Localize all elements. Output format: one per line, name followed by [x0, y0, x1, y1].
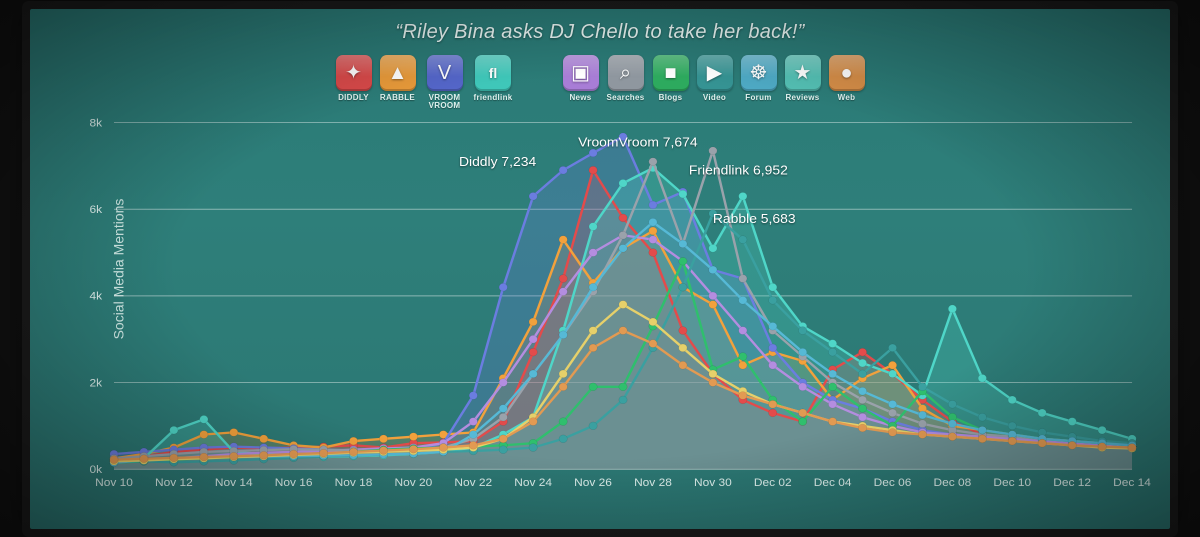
legend-item-blogs[interactable]: ■ Blogs: [653, 55, 689, 111]
legend-label: Video: [703, 94, 726, 102]
x-tick-label: Nov 18: [335, 477, 373, 489]
peak-label: Rabble 5,683: [713, 211, 796, 226]
legend-label: News: [569, 94, 591, 102]
legend-icon: ▲: [380, 55, 416, 91]
legend-label: friendlink: [474, 94, 513, 102]
legend-icon: ▶: [697, 55, 733, 91]
legend-label: DIDDLY: [338, 94, 369, 102]
legend-icon: ✦: [336, 55, 372, 91]
x-tick-label: Nov 26: [574, 477, 612, 489]
legend-item-forum[interactable]: ☸ Forum: [741, 55, 777, 111]
x-tick-label: Nov 12: [155, 477, 193, 489]
legend-label: RABBLE: [380, 94, 415, 102]
x-tick-label: Nov 22: [454, 477, 492, 489]
x-tick-label: Nov 14: [215, 477, 253, 489]
x-tick-label: Dec 02: [754, 477, 792, 489]
x-tick-label: Nov 24: [514, 477, 552, 489]
chart-area: 0k2k4k6k8kNov 10Nov 12Nov 14Nov 16Nov 18…: [112, 117, 1140, 499]
legend-label: Forum: [745, 94, 771, 102]
y-tick-label: 2k: [89, 377, 102, 389]
x-tick-label: Dec 08: [934, 477, 972, 489]
legend-icon: ☸: [741, 55, 777, 91]
y-tick-label: 0k: [89, 464, 102, 476]
x-tick-label: Nov 30: [694, 477, 732, 489]
legend-item-news[interactable]: ▣ News: [563, 55, 599, 111]
x-tick-label: Nov 20: [395, 477, 433, 489]
legend-label: Searches: [607, 94, 645, 102]
y-tick-label: 6k: [89, 204, 102, 216]
series-area-friendlink: [114, 167, 1132, 468]
legend-icon: ▣: [563, 55, 599, 91]
peak-label: Diddly 7,234: [459, 154, 537, 169]
legend-icon: ■: [653, 55, 689, 91]
peak-label: Friendlink 6,952: [689, 162, 788, 177]
chart-panel: “Riley Bina asks DJ Chello to take her b…: [30, 9, 1170, 529]
y-tick-label: 8k: [89, 117, 102, 129]
legend-icon: V: [427, 55, 463, 91]
legend-icon: ●: [829, 55, 865, 91]
legend-item-video[interactable]: ▶ Video: [697, 55, 733, 111]
legend-item-friendlink[interactable]: fl friendlink: [474, 55, 513, 111]
x-tick-label: Nov 10: [95, 477, 133, 489]
legend-item-rabble[interactable]: ▲ RABBLE: [380, 55, 416, 111]
legend-icon: ⌕: [608, 55, 644, 91]
x-tick-label: Dec 10: [993, 477, 1031, 489]
x-tick-label: Dec 14: [1113, 477, 1151, 489]
legend-item-searches[interactable]: ⌕ Searches: [607, 55, 645, 111]
legend-item-reviews[interactable]: ★ Reviews: [785, 55, 821, 111]
x-tick-label: Nov 16: [275, 477, 313, 489]
legend-label: Reviews: [785, 94, 819, 102]
legend-row: ✦ DIDDLY ▲ RABBLE V VROOM VROOM fl friendlink ▣ N…: [30, 55, 1170, 111]
legend-item-diddly[interactable]: ✦ DIDDLY: [336, 55, 372, 111]
legend-icon: fl: [475, 55, 511, 91]
legend-item-web[interactable]: ● Web: [829, 55, 865, 111]
peak-label: VroomVroom 7,674: [578, 134, 698, 149]
legend-label: Blogs: [659, 94, 683, 102]
x-tick-label: Dec 06: [874, 477, 912, 489]
legend-icon: ★: [785, 55, 821, 91]
legend-label: Web: [838, 94, 856, 102]
chart-title: “Riley Bina asks DJ Chello to take her b…: [30, 21, 1170, 44]
x-tick-label: Dec 04: [814, 477, 852, 489]
legend-label: VROOM VROOM: [424, 94, 466, 111]
legend-item-vroomvroom[interactable]: V VROOM VROOM: [424, 55, 466, 111]
x-tick-label: Nov 28: [634, 477, 672, 489]
x-tick-label: Dec 12: [1053, 477, 1091, 489]
y-tick-label: 4k: [89, 290, 102, 302]
